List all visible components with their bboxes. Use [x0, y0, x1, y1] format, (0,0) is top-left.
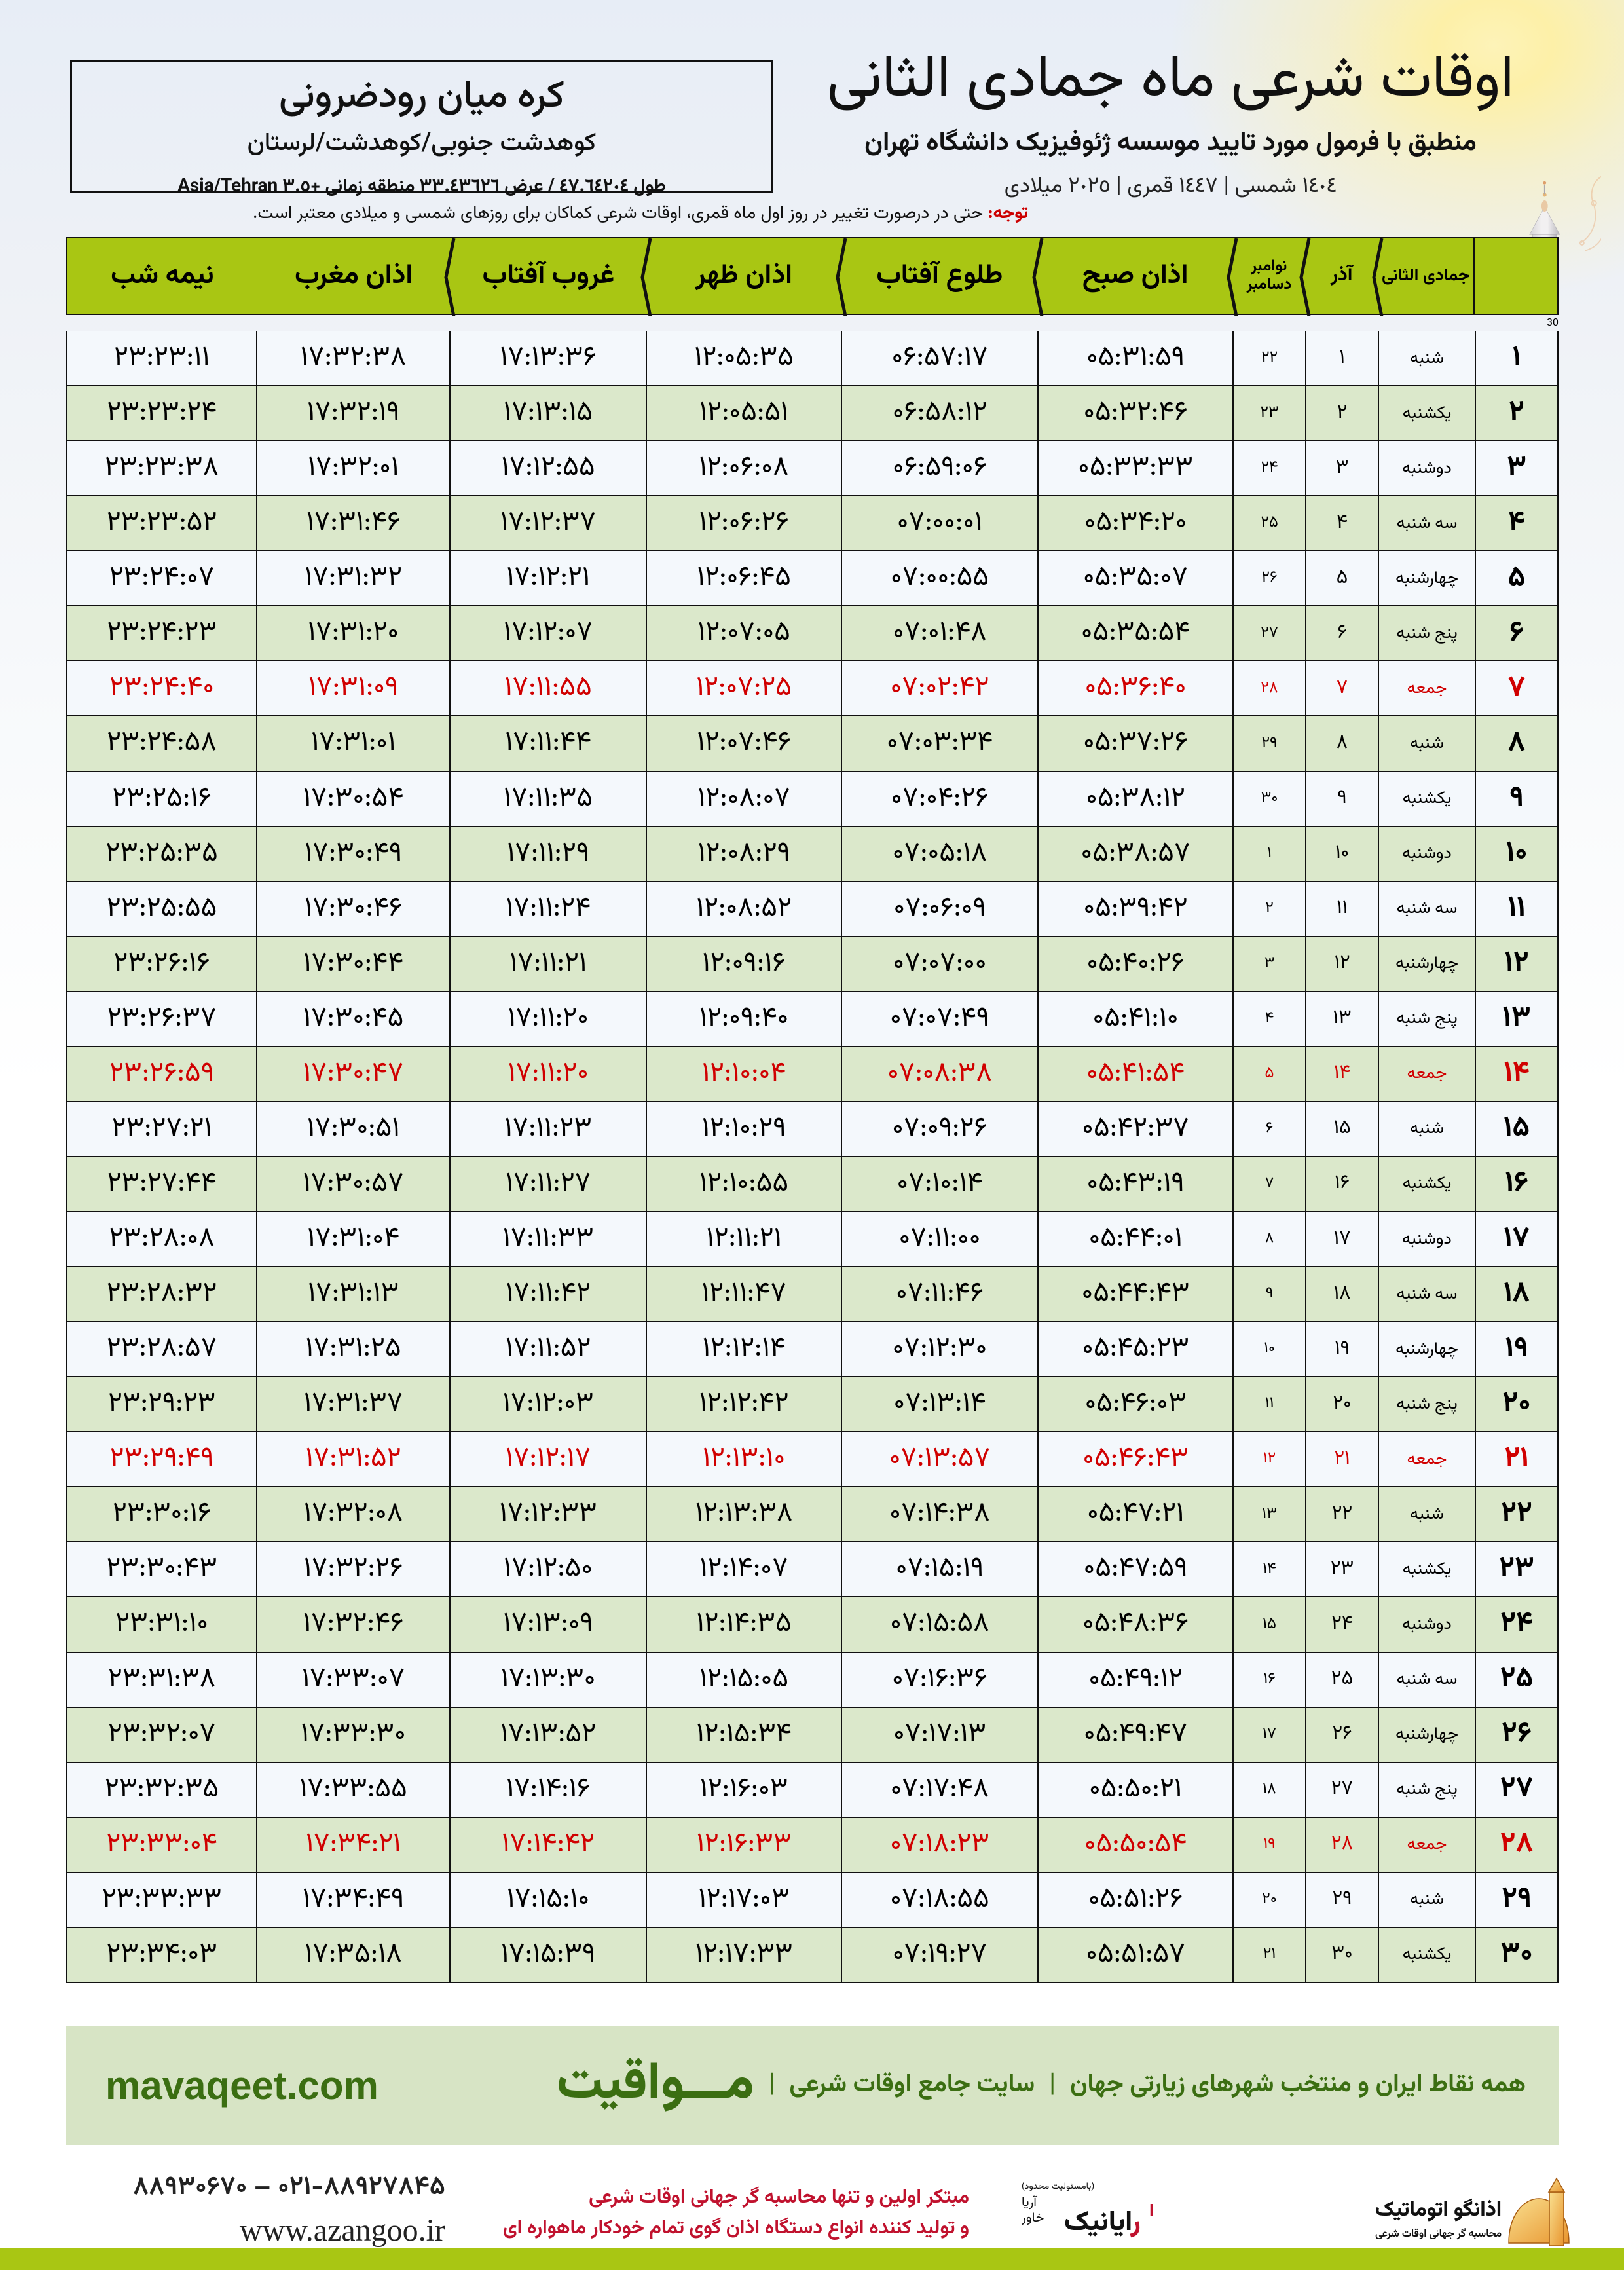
svg-text:محاسبه گر جهانی اوقات شرعی: محاسبه گر جهانی اوقات شرعی [1375, 2226, 1502, 2242]
svg-text:خاور: خاور [1021, 2208, 1044, 2229]
svg-text:اذانگو اتوماتیک: اذانگو اتوماتیک [1375, 2195, 1502, 2227]
svg-text:رایانیک: رایانیک [1064, 2202, 1141, 2245]
svg-text:ا: ا [1149, 2198, 1154, 2225]
